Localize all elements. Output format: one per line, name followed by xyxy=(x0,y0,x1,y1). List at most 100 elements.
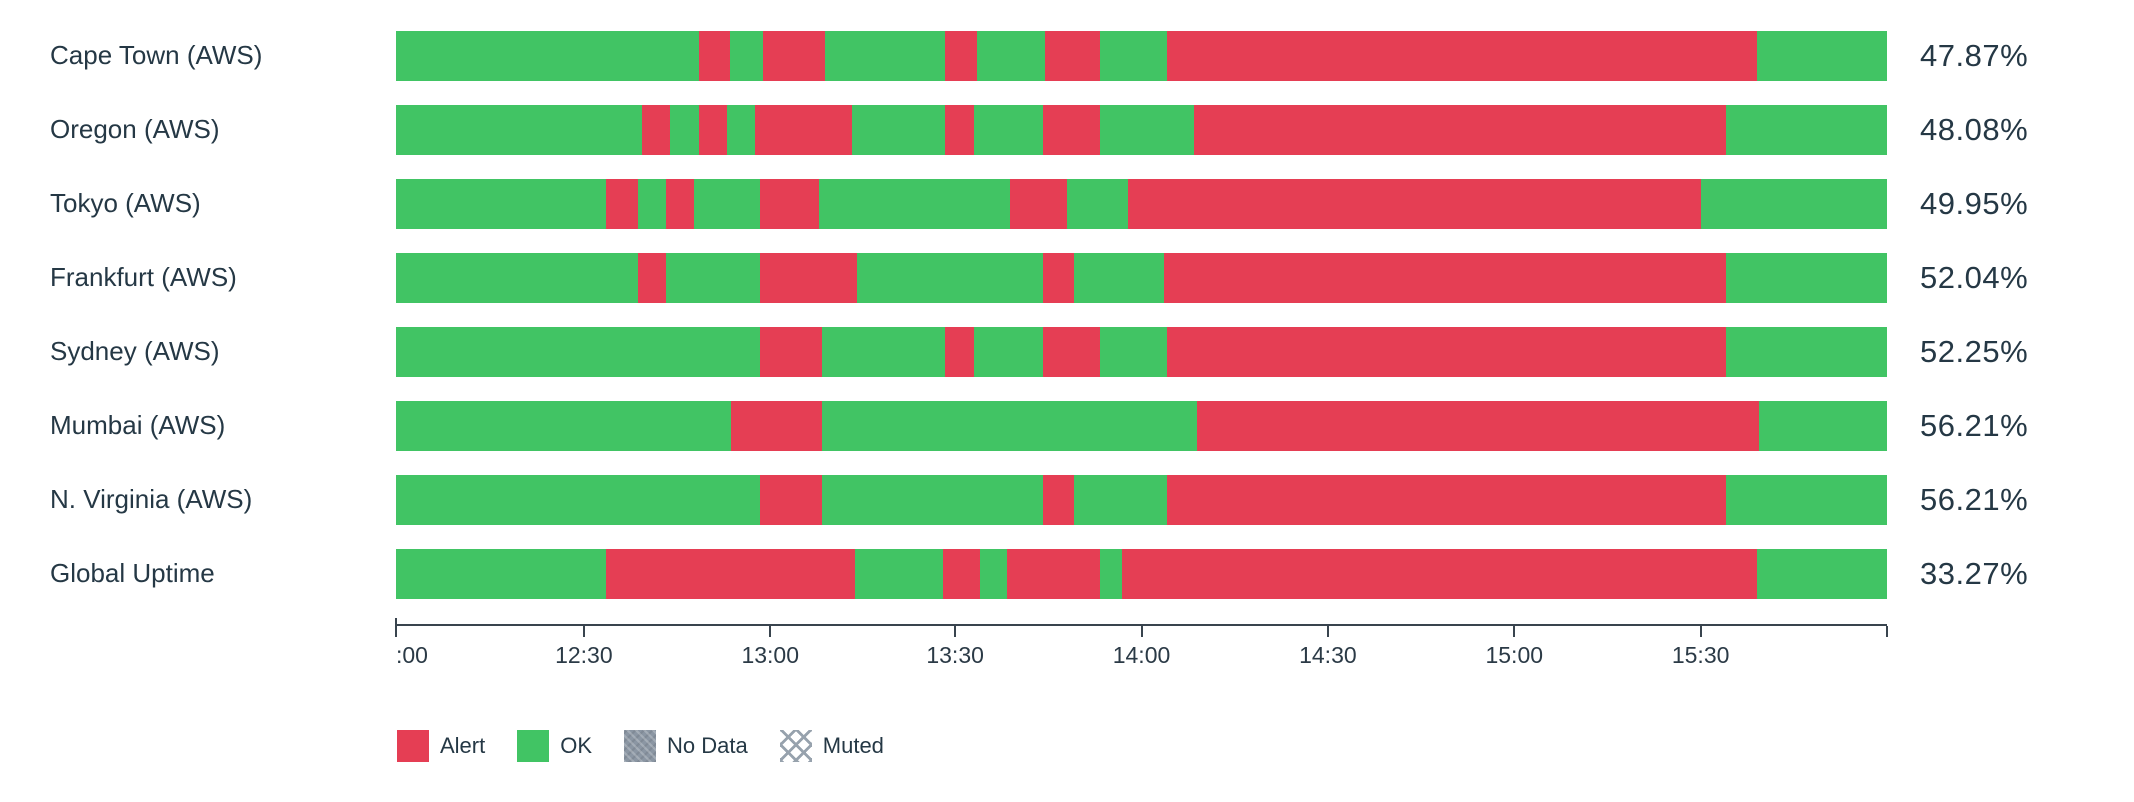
segment-ok[interactable] xyxy=(822,475,1044,525)
segment-alert[interactable] xyxy=(1043,105,1100,155)
segment-ok[interactable] xyxy=(1099,327,1167,377)
segment-alert[interactable] xyxy=(1166,327,1726,377)
status-bar[interactable] xyxy=(396,105,1887,155)
segment-alert[interactable] xyxy=(1122,549,1758,599)
segment-alert[interactable] xyxy=(762,31,826,81)
segment-alert[interactable] xyxy=(759,327,823,377)
segment-alert[interactable] xyxy=(1044,31,1100,81)
legend-label: Alert xyxy=(440,733,486,758)
segment-ok[interactable] xyxy=(1099,549,1123,599)
segment-alert[interactable] xyxy=(944,31,978,81)
segment-ok[interactable] xyxy=(855,549,944,599)
axis-tick-label: 14:30 xyxy=(1299,642,1357,668)
segment-alert[interactable] xyxy=(759,253,857,303)
segment-ok[interactable] xyxy=(974,105,1044,155)
segment-ok[interactable] xyxy=(1725,327,1887,377)
segment-alert[interactable] xyxy=(1163,253,1726,303)
segment-ok[interactable] xyxy=(822,401,1197,451)
segment-ok[interactable] xyxy=(1074,253,1164,303)
segment-ok[interactable] xyxy=(977,31,1045,81)
legend-item[interactable]: No Data xyxy=(624,730,748,762)
axis-tick-label: 13:30 xyxy=(926,642,984,668)
segment-ok[interactable] xyxy=(729,31,763,81)
segment-ok[interactable] xyxy=(1725,253,1887,303)
segment-ok[interactable] xyxy=(396,31,699,81)
segment-alert[interactable] xyxy=(1166,475,1726,525)
segment-alert[interactable] xyxy=(665,179,695,229)
segment-ok[interactable] xyxy=(1725,105,1887,155)
uptime-value: 33.27% xyxy=(1920,556,2029,591)
status-bar[interactable] xyxy=(396,253,1887,303)
segment-alert[interactable] xyxy=(759,475,823,525)
status-bar[interactable] xyxy=(396,401,1887,451)
segment-alert[interactable] xyxy=(944,105,975,155)
segment-ok[interactable] xyxy=(396,401,732,451)
axis-tick xyxy=(1326,626,1329,637)
uptime-value: 52.25% xyxy=(1920,334,2029,369)
time-axis: :00 12:30 13:00 13:30 14:00 14:30 15:00 15:30 xyxy=(395,618,1888,672)
segment-ok[interactable] xyxy=(670,105,699,155)
legend-item[interactable]: Muted xyxy=(779,730,884,762)
segment-ok[interactable] xyxy=(1757,31,1887,81)
segment-ok[interactable] xyxy=(396,475,760,525)
segment-alert[interactable] xyxy=(1043,327,1100,377)
status-bar[interactable] xyxy=(396,31,1887,81)
segment-alert[interactable] xyxy=(943,549,981,599)
segment-alert[interactable] xyxy=(698,105,727,155)
status-bar[interactable] xyxy=(396,179,1887,229)
axis-tick-label: 13:00 xyxy=(741,642,800,668)
segment-ok[interactable] xyxy=(1099,105,1194,155)
segment-alert[interactable] xyxy=(1193,105,1726,155)
segment-ok[interactable] xyxy=(822,327,945,377)
segment-alert[interactable] xyxy=(637,253,666,303)
segment-ok[interactable] xyxy=(819,179,1011,229)
segment-ok[interactable] xyxy=(396,549,607,599)
segment-ok[interactable] xyxy=(694,179,760,229)
segment-alert[interactable] xyxy=(731,401,823,451)
segment-alert[interactable] xyxy=(1128,179,1701,229)
axis-tick xyxy=(395,618,397,637)
segment-alert[interactable] xyxy=(1043,253,1075,303)
segment-ok[interactable] xyxy=(1066,179,1129,229)
legend: Alert OK No Data Muted xyxy=(397,730,2134,762)
axis-tick xyxy=(769,626,772,637)
segment-alert[interactable] xyxy=(755,105,853,155)
nodata-legend-swatch-icon xyxy=(624,730,657,762)
segment-alert[interactable] xyxy=(1043,475,1075,525)
legend-item[interactable]: Alert xyxy=(397,730,485,762)
segment-ok[interactable] xyxy=(665,253,760,303)
segment-ok[interactable] xyxy=(396,327,760,377)
segment-ok[interactable] xyxy=(726,105,756,155)
status-bar[interactable] xyxy=(396,327,1887,377)
uptime-value: 52.04% xyxy=(1920,260,2029,295)
segment-ok[interactable] xyxy=(974,327,1044,377)
segment-ok[interactable] xyxy=(852,105,945,155)
segment-ok[interactable] xyxy=(1757,549,1887,599)
segment-ok[interactable] xyxy=(1725,475,1887,525)
segment-alert[interactable] xyxy=(642,105,671,155)
segment-alert[interactable] xyxy=(759,179,820,229)
segment-alert[interactable] xyxy=(944,327,975,377)
segment-ok[interactable] xyxy=(396,179,607,229)
status-bar[interactable] xyxy=(396,475,1887,525)
segment-alert[interactable] xyxy=(606,549,856,599)
row-label: Cape Town (AWS) xyxy=(50,40,263,71)
segment-ok[interactable] xyxy=(396,253,638,303)
segment-ok[interactable] xyxy=(1099,31,1167,81)
segment-alert[interactable] xyxy=(1010,179,1067,229)
segment-alert[interactable] xyxy=(1007,549,1100,599)
segment-ok[interactable] xyxy=(856,253,1044,303)
status-bar[interactable] xyxy=(396,549,1887,599)
segment-alert[interactable] xyxy=(1196,401,1759,451)
segment-alert[interactable] xyxy=(1166,31,1758,81)
segment-alert[interactable] xyxy=(698,31,730,81)
segment-ok[interactable] xyxy=(825,31,945,81)
segment-ok[interactable] xyxy=(1758,401,1887,451)
segment-ok[interactable] xyxy=(1700,179,1887,229)
legend-item[interactable]: OK xyxy=(517,730,592,762)
segment-ok[interactable] xyxy=(980,549,1008,599)
segment-ok[interactable] xyxy=(1074,475,1167,525)
segment-ok[interactable] xyxy=(396,105,642,155)
segment-ok[interactable] xyxy=(637,179,666,229)
segment-alert[interactable] xyxy=(606,179,638,229)
